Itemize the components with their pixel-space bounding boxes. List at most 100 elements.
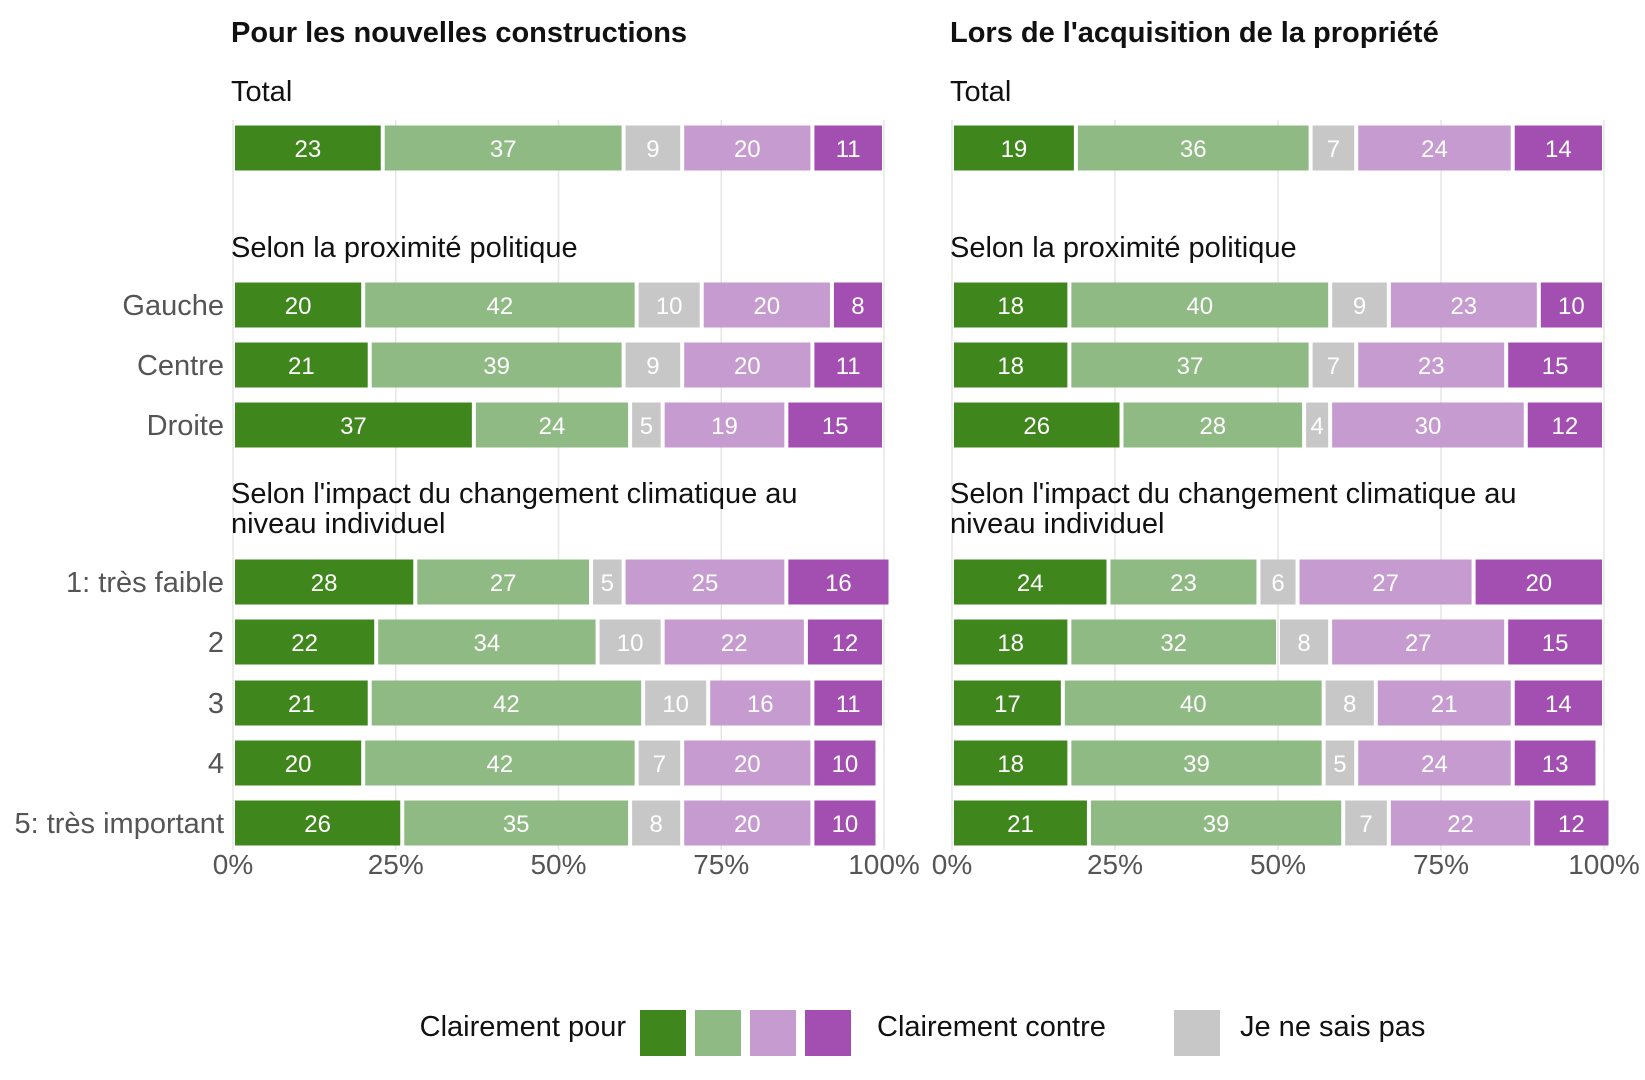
x-tick-label: 50% <box>1250 849 1306 880</box>
bar-value-label: 22 <box>291 630 318 657</box>
bar-value-label: 14 <box>1545 136 1572 163</box>
legend-swatch <box>805 1010 851 1056</box>
bar-segment <box>638 740 681 786</box>
bar-segment <box>954 740 1068 786</box>
panel-title: Lors de l'acquisition de la propriété <box>950 17 1439 49</box>
bar-segment <box>684 740 811 786</box>
bar-segment <box>1475 559 1602 605</box>
bar-segment <box>1534 800 1609 846</box>
panel-title: Pour les nouvelles constructions <box>231 17 687 49</box>
bar-segment <box>807 619 882 665</box>
bar-segment <box>954 125 1074 171</box>
group-title: Total <box>231 76 292 108</box>
bar-value-label: 6 <box>1271 570 1284 597</box>
bar-segment <box>814 800 876 846</box>
bar-value-label: 42 <box>487 751 514 778</box>
bar-value-label: 20 <box>734 136 761 163</box>
bar-segment <box>1299 559 1472 605</box>
bar-value-label: 24 <box>1421 136 1448 163</box>
bar-segment <box>1508 342 1602 388</box>
bar-segment <box>1390 800 1531 846</box>
bar-value-label: 22 <box>1447 811 1474 838</box>
group-title: Selon la proximité politique <box>950 232 1297 264</box>
bar-segment <box>1064 680 1322 726</box>
bar-value-label: 4 <box>1310 413 1323 440</box>
group-title: Selon la proximité politique <box>231 232 578 264</box>
bar-segment <box>1514 125 1602 171</box>
bar-value-label: 20 <box>285 751 312 778</box>
x-tick-label: 75% <box>1413 849 1469 880</box>
bar-value-label: 12 <box>1558 811 1585 838</box>
bar-segment <box>1390 282 1537 328</box>
x-tick-label: 25% <box>1087 849 1143 880</box>
bar-value-label: 21 <box>288 353 315 380</box>
bar-segment <box>684 342 811 388</box>
bar-segment <box>664 402 785 448</box>
legend-swatch-dont-know <box>1174 1010 1220 1056</box>
bar-value-label: 21 <box>288 691 315 718</box>
bar-value-label: 21 <box>1007 811 1034 838</box>
row-label: 5: très important <box>14 808 224 840</box>
bar-value-label: 15 <box>822 413 849 440</box>
legend-label-clairement-pour: Clairement pour <box>420 1011 627 1043</box>
bar-segment <box>954 282 1068 328</box>
group-title: niveau individuel <box>950 508 1164 540</box>
bar-value-label: 22 <box>721 630 748 657</box>
bar-value-label: 27 <box>1405 630 1432 657</box>
bar-value-label: 26 <box>304 811 331 838</box>
bar-segment <box>625 342 681 388</box>
bar-segment <box>788 559 889 605</box>
bar-segment <box>814 342 882 388</box>
x-tick-label: 25% <box>368 849 424 880</box>
bar-value-label: 39 <box>483 353 510 380</box>
bar-segment <box>954 402 1120 448</box>
bar-value-label: 17 <box>994 691 1021 718</box>
bar-value-label: 40 <box>1186 293 1213 320</box>
bar-segment <box>1306 402 1329 448</box>
group-title: Selon l'impact du changement climatique … <box>950 478 1517 510</box>
bar-segment <box>1358 125 1511 171</box>
x-tick-label: 100% <box>848 849 920 880</box>
bar-segment <box>1071 342 1309 388</box>
bar-segment <box>235 125 381 171</box>
bar-segment <box>1280 619 1329 665</box>
bar-value-label: 5 <box>1333 751 1346 778</box>
bar-value-label: 35 <box>503 811 530 838</box>
bar-segment <box>235 282 362 328</box>
bar-value-label: 11 <box>836 353 861 380</box>
bar-segment <box>814 125 882 171</box>
bar-value-label: 7 <box>653 751 666 778</box>
bar-value-label: 18 <box>997 751 1024 778</box>
x-tick-label: 50% <box>530 849 586 880</box>
bar-value-label: 42 <box>493 691 520 718</box>
legend-label-je-ne-sais-pas: Je ne sais pas <box>1240 1011 1425 1043</box>
bar-value-label: 18 <box>997 353 1024 380</box>
bar-value-label: 21 <box>1431 691 1458 718</box>
bar-segment <box>599 619 661 665</box>
bar-value-label: 24 <box>1421 751 1448 778</box>
group-title: Total <box>950 76 1011 108</box>
bar-segment <box>1123 402 1303 448</box>
bar-segment <box>404 800 629 846</box>
legend-label-clairement-contre: Clairement contre <box>877 1011 1106 1043</box>
bar-segment <box>1332 282 1387 328</box>
bar-segment <box>710 680 811 726</box>
bar-value-label: 11 <box>836 691 861 718</box>
bar-value-label: 13 <box>1542 751 1569 778</box>
bar-segment <box>417 559 590 605</box>
bar-segment <box>1358 740 1511 786</box>
bar-segment <box>1071 282 1329 328</box>
bar-segment <box>378 619 596 665</box>
bar-segment <box>235 559 414 605</box>
group-title: niveau individuel <box>231 508 445 540</box>
bar-segment <box>625 559 785 605</box>
bar-value-label: 20 <box>734 751 761 778</box>
bar-segment <box>954 680 1061 726</box>
bar-value-label: 19 <box>711 413 738 440</box>
bar-segment <box>638 282 700 328</box>
bar-segment <box>1110 559 1257 605</box>
bar-value-label: 27 <box>490 570 517 597</box>
bar-segment <box>954 619 1068 665</box>
bar-value-label: 30 <box>1415 413 1442 440</box>
